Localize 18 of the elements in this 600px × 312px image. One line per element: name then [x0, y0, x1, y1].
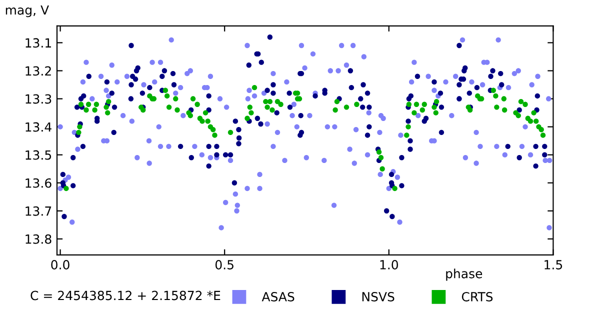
- x-tick-label: 0.5: [215, 260, 234, 270]
- y-tick-label: 13.5: [26, 150, 52, 160]
- y-tick-label: 13.8: [26, 234, 52, 244]
- y-tick-label: 13.4: [26, 122, 52, 132]
- legend-label: NSVS: [362, 292, 394, 302]
- legend-label: ASAS: [262, 292, 294, 302]
- y-tick-label: 13.2: [26, 66, 51, 76]
- x-axis-title: phase: [446, 268, 482, 281]
- y-tick-label: 13.6: [26, 178, 52, 188]
- y-tick-label: 13.1: [26, 38, 51, 48]
- x-tick-label: 1.5: [544, 260, 562, 270]
- text: C = 2454385.12 + 2.15872 *E: [30, 290, 220, 300]
- y-tick-label: 13.3: [26, 94, 52, 104]
- legend-label: CRTS: [462, 292, 493, 302]
- x-tick-label: 0.0: [51, 260, 70, 270]
- y-axis-title: mag, V: [6, 5, 49, 18]
- x-tick-label: 1.0: [380, 260, 398, 270]
- y-tick-label: 13.7: [26, 206, 52, 216]
